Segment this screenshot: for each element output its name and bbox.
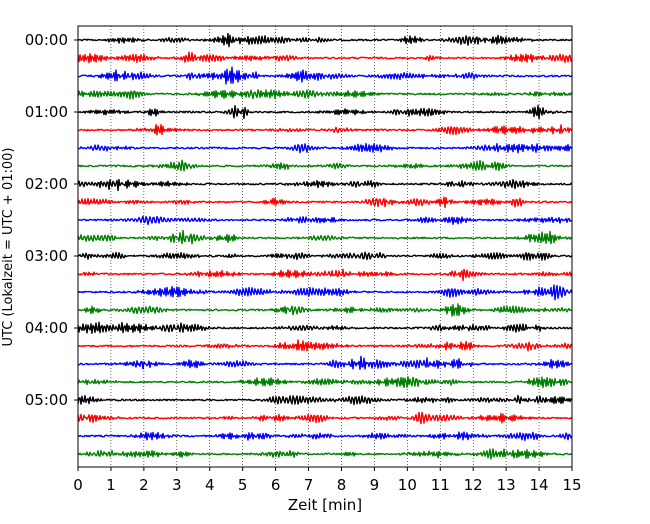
seismic-trace [77,303,573,317]
seismic-trace [77,355,573,371]
x-tick-label: 14 [530,476,549,494]
x-tick-label: 6 [271,476,281,494]
seismic-trace [77,448,573,460]
seismic-trace [77,142,573,154]
seismic-trace [77,104,573,120]
x-tick-label: 0 [73,476,83,494]
seismic-trace [77,251,573,261]
y-tick-label: 00:00 [25,31,68,49]
seismic-trace [77,411,573,425]
seismic-trace [77,51,573,64]
seismic-trace [77,89,573,100]
x-tick-label: 1 [106,476,116,494]
plot-frame [77,25,573,468]
seismic-trace [77,66,573,85]
y-tick-label: 01:00 [25,103,68,121]
x-tick-label: 3 [172,476,182,494]
seismic-trace [77,431,573,442]
y-tick-label: 05:00 [25,391,68,409]
y-tick-label: 03:00 [25,247,68,265]
x-axis-label: Zeit [min] [288,496,362,514]
y-tick-label: 02:00 [25,175,68,193]
x-axis-ticks: 0 1 2 3 4 5 6 7 8 9 10 11 12 13 14 15 [73,467,582,494]
seismic-trace [77,394,573,406]
x-tick-label: 8 [337,476,347,494]
seismic-trace [77,123,573,136]
x-tick-label: 11 [431,476,450,494]
seismic-trace [77,268,573,282]
y-axis-ticks: 00:00 01:00 02:00 03:00 04:00 05:00 [25,31,78,409]
x-tick-label: 12 [464,476,483,494]
seismic-trace [77,178,573,192]
x-tick-label: 15 [562,476,581,494]
y-tick-label: 04:00 [25,319,68,337]
x-tick-label: 9 [370,476,380,494]
seismic-trace [77,196,573,209]
seismic-trace [77,284,573,301]
y-axis-label: UTC (Lokalzeit = UTC + 01:00) [1,148,16,347]
x-tick-label: 5 [238,476,248,494]
seismic-trace [77,159,573,172]
x-tick-label: 7 [304,476,314,494]
seismic-trace [77,215,573,226]
seismic-trace [77,229,573,245]
seismic-trace [77,32,573,48]
seismic-trace [77,339,573,352]
x-tick-label: 2 [139,476,149,494]
seismic-trace [77,321,573,334]
seismic-traces [77,32,573,460]
x-tick-label: 13 [497,476,516,494]
x-tick-label: 10 [398,476,417,494]
x-tick-label: 4 [205,476,215,494]
seismic-trace [77,376,573,389]
